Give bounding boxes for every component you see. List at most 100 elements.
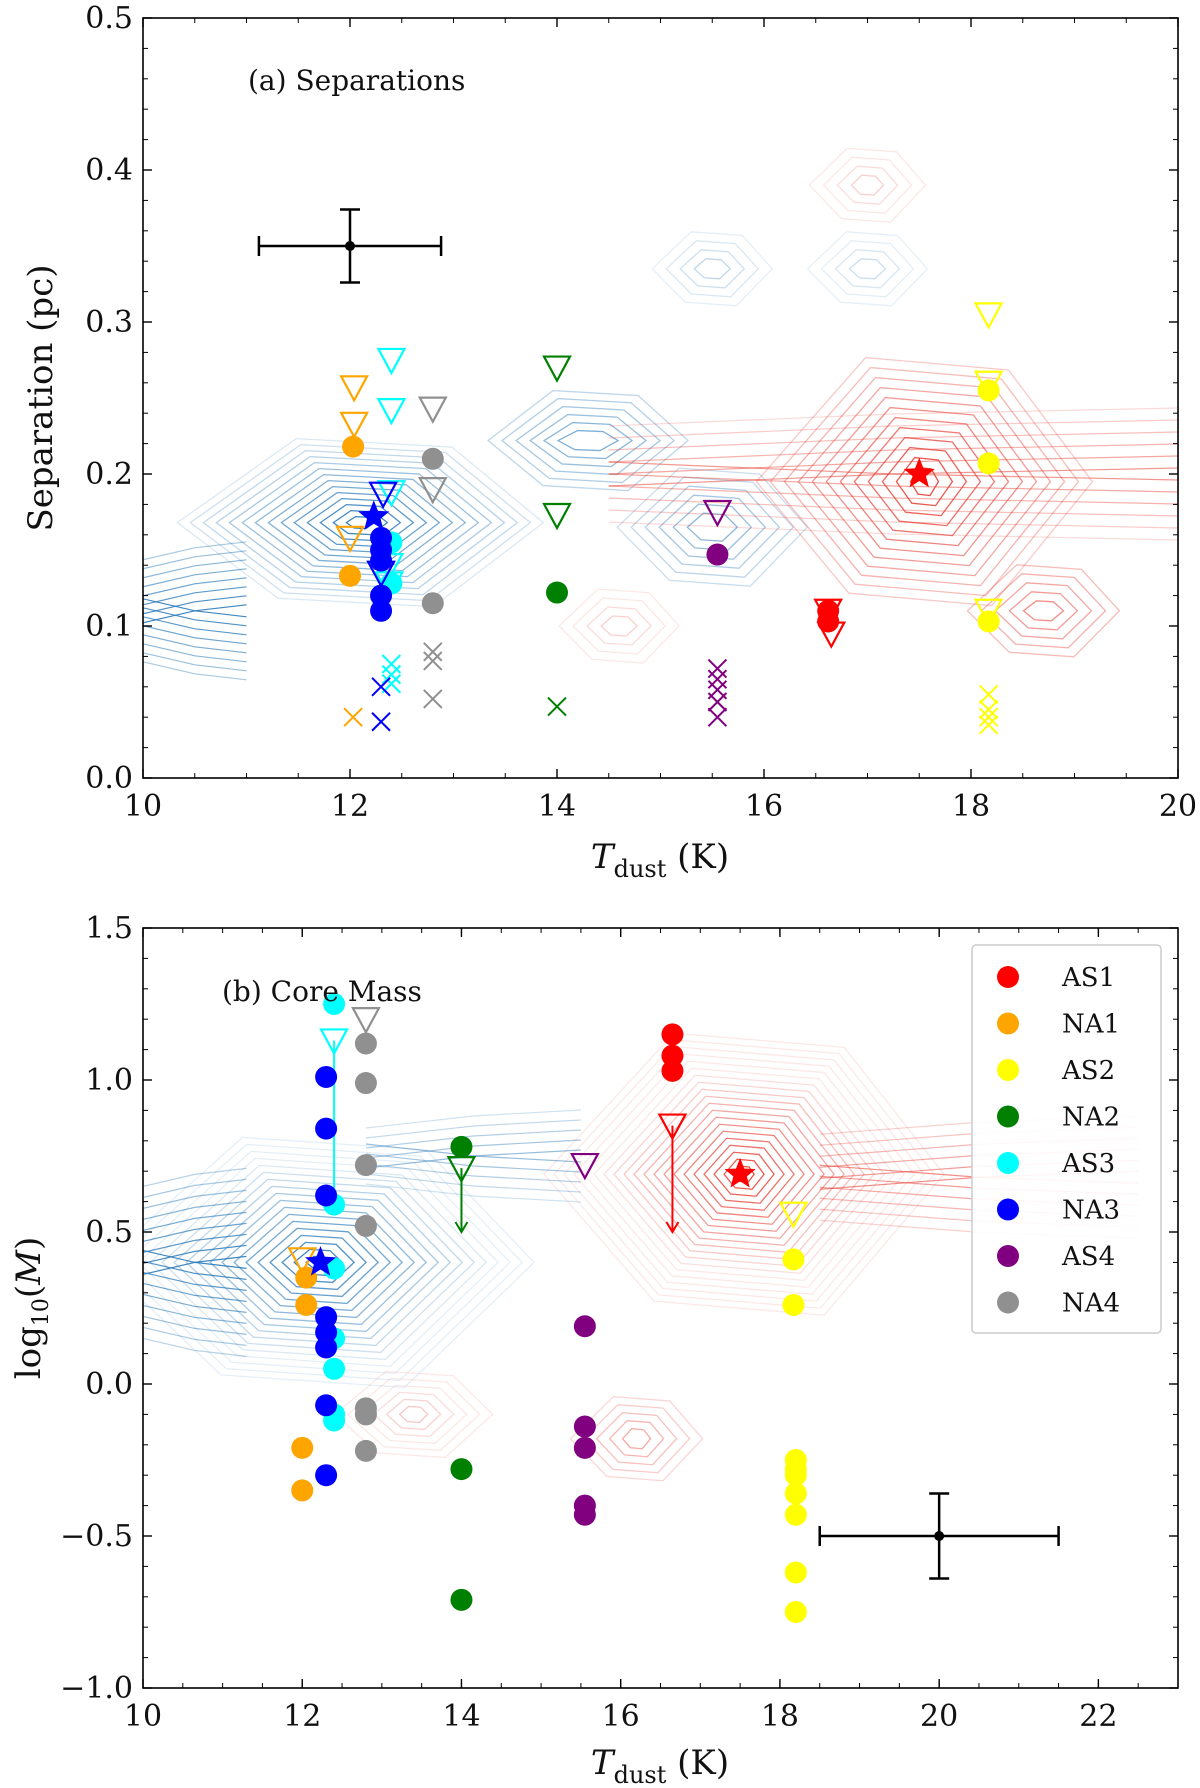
circle-marker-na1 (339, 564, 361, 587)
contour-line (608, 509, 1178, 529)
contour-line (372, 1391, 455, 1438)
triangle-marker-as1 (657, 1113, 688, 1141)
contour-line (365, 1139, 581, 1159)
upper-limit-arrowhead-as1 (665, 1221, 680, 1234)
contour-line (608, 1420, 665, 1458)
contour-line (143, 1143, 524, 1382)
contour-line (582, 1404, 691, 1474)
triangle-marker-as2 (973, 302, 1004, 330)
contour-line (808, 147, 927, 223)
circle-marker-as2 (784, 1601, 807, 1623)
contour-line (143, 598, 247, 618)
contour-line (176, 437, 545, 608)
triangle-marker-as4 (702, 499, 733, 528)
circle-marker-as4 (706, 543, 729, 566)
contour-line (603, 1074, 885, 1274)
x-tick-label-a: 10 (124, 789, 162, 824)
circle-marker-na3 (370, 549, 393, 572)
contour-line (608, 419, 1178, 439)
circle-marker-as1 (661, 1044, 684, 1067)
x-tick-label-b: 18 (761, 1699, 799, 1734)
contour-line (820, 240, 915, 298)
circle-marker-as1 (661, 1059, 684, 1082)
contour-line (254, 473, 467, 572)
triangle-marker-as2 (778, 1201, 809, 1230)
y-axis-label-a: Separation (pc) (21, 264, 61, 531)
contour-line (806, 231, 929, 307)
circle-marker-na4 (354, 1154, 377, 1177)
contour-line (600, 615, 639, 637)
panel-b: 10 12 14 16 18 20 22 −1.0 −0.5 0.0 0.5 1.0 1.5 (b) C… (9, 911, 1179, 1788)
circle-marker-na3 (315, 1464, 338, 1487)
contour-line (663, 1116, 825, 1232)
contour-line (280, 485, 441, 560)
contour-line (143, 550, 247, 570)
contour-line (143, 1282, 247, 1302)
circle-marker-na3 (315, 1306, 338, 1329)
contour-line (569, 1396, 704, 1482)
contour-line (365, 1143, 581, 1163)
circle-marker-na3 (370, 584, 393, 607)
circle-marker-as2 (782, 1293, 805, 1316)
contour-line (621, 1428, 652, 1450)
legend: AS1 NA1 AS2 NA2 AS3 NA3 AS4 NA4 (971, 944, 1162, 1334)
contour-line (365, 1129, 581, 1149)
legend-marker-na2 (997, 1105, 1019, 1128)
contour-line (586, 606, 653, 646)
contour-line (257, 1227, 380, 1298)
circle-marker-as4 (573, 1436, 596, 1459)
contour-line (143, 595, 247, 615)
x-tick-label-b: 10 (124, 1699, 162, 1734)
circle-marker-na3 (370, 599, 393, 622)
contour-line (143, 616, 247, 636)
contour-line (848, 258, 887, 280)
contour-line (365, 1153, 581, 1173)
contour-line (608, 497, 1178, 517)
contour-line (514, 405, 662, 476)
circle-marker-na3 (315, 1184, 338, 1207)
contour-line (398, 1405, 429, 1424)
triangle-marker-as2 (973, 598, 1004, 627)
circle-marker-na4 (354, 1032, 377, 1055)
contour-line (755, 356, 1094, 607)
star-marker-na3 (358, 500, 390, 530)
cross-marker-as2 (978, 707, 999, 727)
contour-line (143, 661, 247, 681)
triangle-marker-as1 (816, 621, 847, 649)
legend-label-na1: NA1 (1062, 1010, 1120, 1040)
contour-line (365, 1109, 581, 1129)
contour-line (143, 559, 247, 579)
circle-marker-na3 (315, 1065, 338, 1088)
contour-line (143, 1315, 247, 1335)
y-tick-label-a: 0.0 (85, 761, 133, 796)
contour-line (542, 421, 634, 460)
contour-line (197, 1192, 440, 1333)
legend-label-as1: AS1 (1061, 963, 1115, 993)
y-tick-label-b: 0.0 (85, 1367, 133, 1402)
x-axis-label-a: Tdust (K) (591, 837, 729, 883)
contour-line (143, 577, 247, 597)
circle-marker-as2 (784, 1482, 807, 1505)
contour-line (365, 1119, 581, 1139)
circle-marker-na4 (354, 1403, 377, 1426)
contour-line (173, 1178, 464, 1347)
contour-line (633, 1095, 855, 1253)
circle-marker-as2 (784, 1464, 807, 1487)
legend-marker-as1 (997, 966, 1019, 988)
circle-marker-as2 (782, 1248, 805, 1271)
y-tick-label-a: 0.4 (85, 153, 133, 188)
x-tick-label-b: 16 (602, 1699, 640, 1734)
contour-line (811, 396, 1038, 567)
circle-marker-na4 (421, 592, 444, 615)
circle-marker-na1 (342, 435, 365, 458)
circle-marker-na1 (295, 1266, 318, 1289)
contour-line (346, 1377, 481, 1452)
contour-line (185, 1185, 452, 1340)
circle-marker-na2 (450, 1588, 473, 1611)
cross-marker-as2 (978, 699, 999, 720)
contour-line (143, 1167, 247, 1187)
x-axis-label-b: Tdust (K) (591, 1743, 729, 1788)
triangle-marker-na2 (542, 355, 572, 383)
contour-line (572, 597, 666, 655)
